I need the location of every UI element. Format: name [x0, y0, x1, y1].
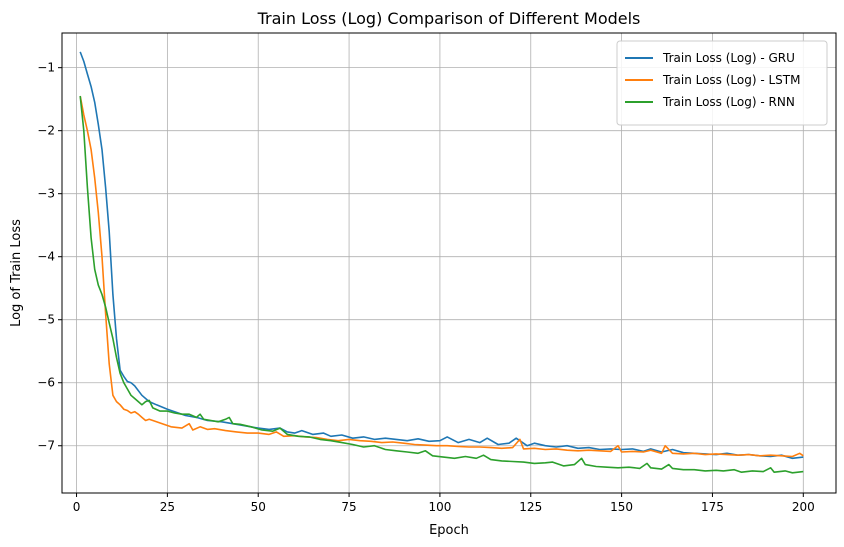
legend-label: Train Loss (Log) - GRU — [662, 51, 795, 65]
y-tick-label: −4 — [37, 250, 55, 264]
legend-label: Train Loss (Log) - LSTM — [662, 73, 800, 87]
x-tick-label: 150 — [610, 500, 633, 514]
y-axis-label: Log of Train Loss — [9, 219, 24, 327]
y-tick-label: −6 — [37, 376, 55, 390]
plot-frame — [61, 32, 837, 494]
x-axis-label: Epoch — [429, 523, 469, 538]
series-line-1 — [79, 51, 804, 460]
y-tick-label: −3 — [37, 187, 55, 201]
y-tick-label: −7 — [37, 439, 55, 453]
x-tick-label: 0 — [73, 500, 81, 514]
x-tick-label: 25 — [160, 500, 175, 514]
series-line-2 — [79, 95, 804, 458]
chart-title: Train Loss (Log) Comparison of Different… — [257, 9, 641, 28]
series-lines — [79, 51, 804, 474]
legend-box — [616, 40, 828, 126]
legend: Train Loss (Log) - GRU Train Loss (Log) -… — [616, 40, 828, 126]
x-tick-label: 100 — [428, 500, 451, 514]
x-tick-label: 125 — [519, 500, 542, 514]
y-tick-label: −5 — [37, 313, 55, 327]
x-tick-label: 75 — [341, 500, 356, 514]
x-tick-label: 200 — [792, 500, 815, 514]
x-tick-label: 175 — [701, 500, 724, 514]
legend-label: Train Loss (Log) - RNN — [662, 95, 795, 109]
x-tick-label: 50 — [251, 500, 266, 514]
axis-ticks: 0 25 50 75 100 125 150 175 200 −1 −2 −3 −4 −5 −6 −7 — [37, 61, 814, 514]
y-tick-label: −1 — [37, 61, 55, 75]
series-line-3 — [79, 95, 804, 474]
y-tick-label: −2 — [37, 124, 55, 138]
